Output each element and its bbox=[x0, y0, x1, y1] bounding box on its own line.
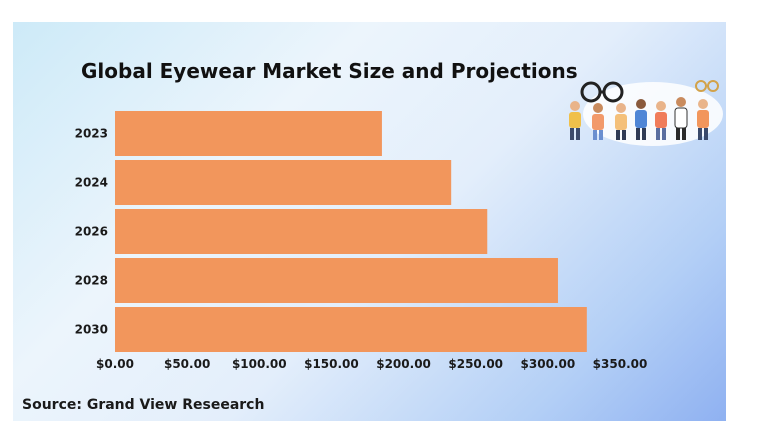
chart-title: Global Eyewear Market Size and Projectio… bbox=[81, 59, 578, 83]
x-tick-label: $50.00 bbox=[164, 357, 210, 371]
person-figure bbox=[674, 97, 688, 140]
x-tick-label: $300.00 bbox=[521, 357, 576, 371]
bar-2023 bbox=[115, 111, 382, 156]
x-tick-label: $250.00 bbox=[448, 357, 503, 371]
bar-chart: Global Eyewear Market Size and Projectio… bbox=[22, 59, 723, 413]
bar-2024 bbox=[115, 160, 452, 205]
glasses-icon bbox=[695, 80, 719, 92]
category-labels: 2023 2024 2026 2028 2030 bbox=[75, 127, 108, 337]
x-tick-label: $0.00 bbox=[96, 357, 134, 371]
bar-2030 bbox=[115, 307, 587, 352]
bar-2026 bbox=[115, 209, 488, 254]
glasses-icon bbox=[580, 81, 624, 103]
person-figure bbox=[592, 103, 604, 140]
chart-card: Global Eyewear Market Size and Projectio… bbox=[13, 22, 726, 421]
bars-layer bbox=[115, 111, 587, 352]
source-label: Source: Grand View Reseearch bbox=[22, 397, 264, 413]
category-label-2030: 2030 bbox=[75, 323, 108, 337]
person-figure bbox=[697, 99, 709, 140]
person-figure bbox=[615, 103, 627, 140]
x-tick-label: $150.00 bbox=[304, 357, 359, 371]
x-tick-label: $200.00 bbox=[376, 357, 431, 371]
category-label-2023: 2023 bbox=[75, 127, 108, 141]
person-figure bbox=[569, 101, 581, 140]
person-figure bbox=[635, 99, 647, 140]
x-tick-label: $350.00 bbox=[593, 357, 648, 371]
x-axis-tick-labels: $0.00 $50.00 $100.00 $150.00 $200.00 $250.00 $… bbox=[96, 357, 647, 371]
category-label-2026: 2026 bbox=[75, 225, 108, 239]
category-label-2028: 2028 bbox=[75, 274, 108, 288]
category-label-2024: 2024 bbox=[75, 176, 108, 190]
x-tick-label: $100.00 bbox=[232, 357, 287, 371]
bar-2028 bbox=[115, 258, 558, 303]
people-holding-glasses-illustration bbox=[569, 80, 723, 146]
person-figure bbox=[655, 101, 667, 140]
